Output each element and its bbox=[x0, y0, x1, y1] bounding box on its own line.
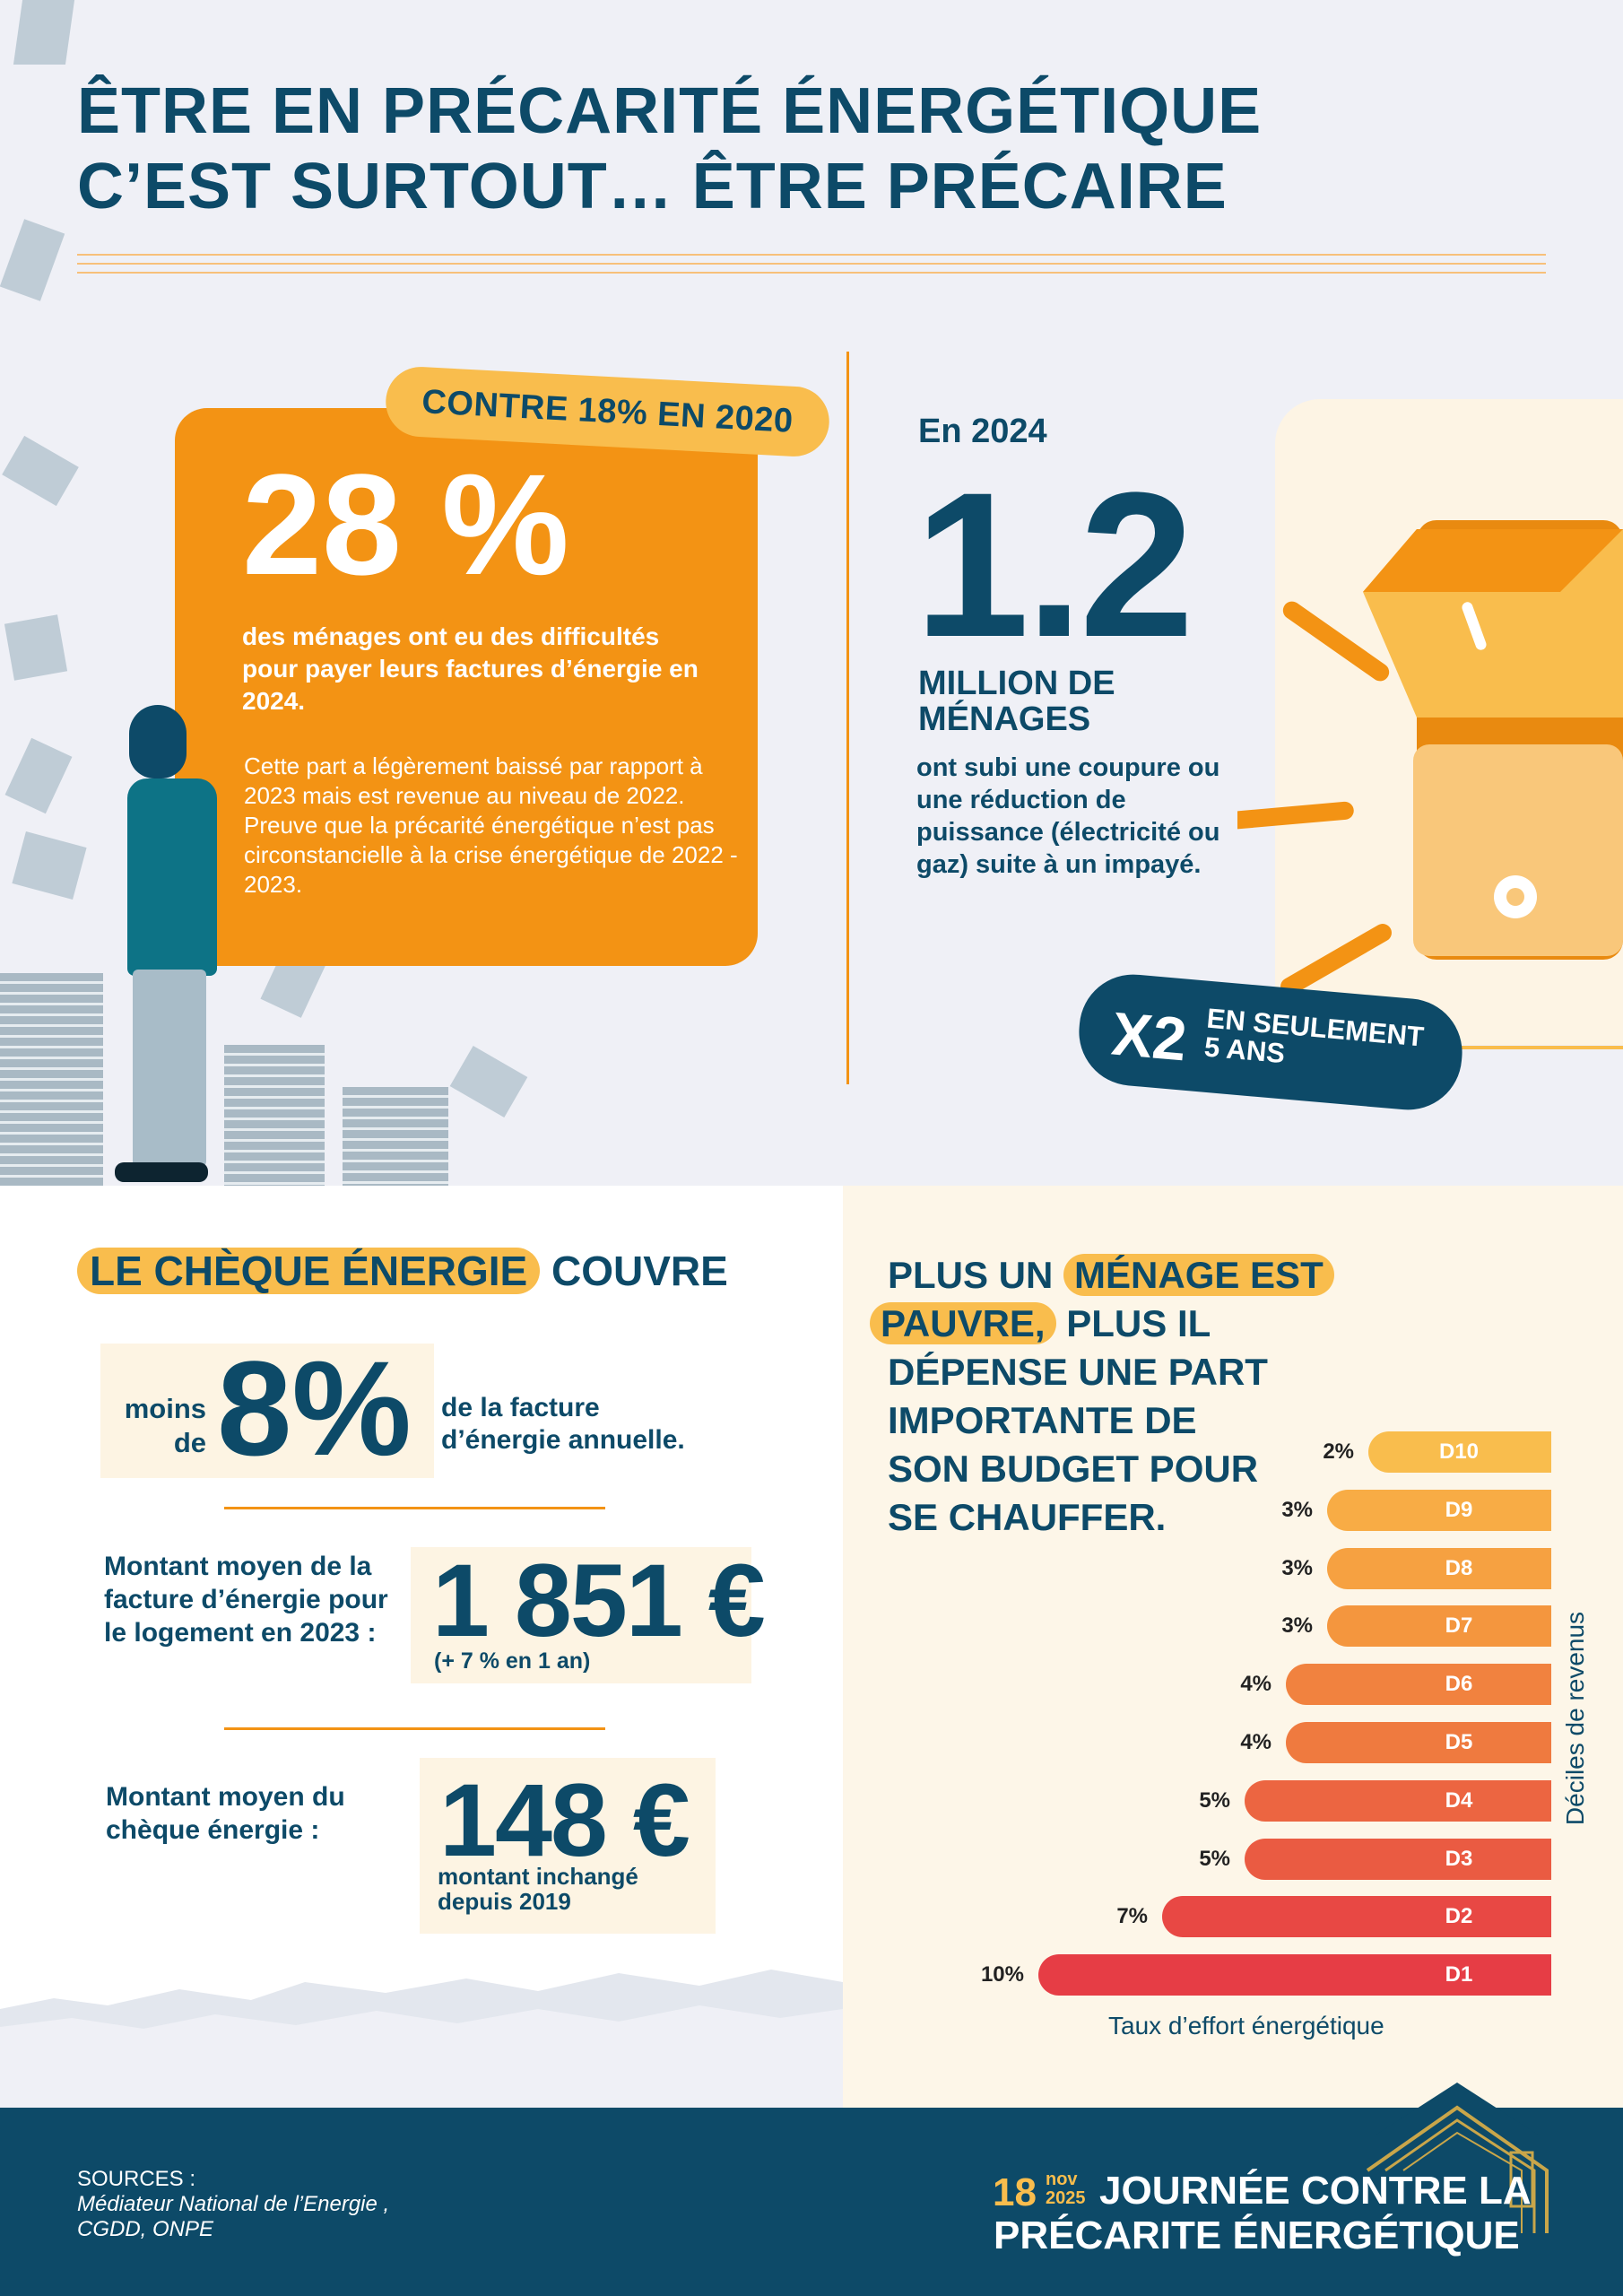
person-illustration bbox=[115, 705, 240, 1189]
chart-x-axis-label: Taux d’effort énergétique bbox=[1108, 2012, 1384, 2039]
chart-title-line: DÉPENSE UNE PART bbox=[888, 1351, 1268, 1393]
pct-box bbox=[100, 1344, 434, 1478]
avg-bill-box bbox=[411, 1547, 751, 1683]
avg-cheque-note: montant inchangé depuis 2019 bbox=[438, 1863, 638, 1915]
title-underline bbox=[77, 263, 1546, 265]
stat-year: En 2024 bbox=[918, 413, 1047, 450]
event-date: nov 2025 bbox=[1046, 2170, 1086, 2208]
stat-unit: MILLION DE MÉNAGES bbox=[918, 665, 1115, 738]
paper-scrap bbox=[4, 737, 73, 814]
chart-title-line: SON BUDGET POUR bbox=[888, 1448, 1259, 1490]
separator bbox=[224, 1727, 605, 1730]
title-underline bbox=[77, 254, 1546, 256]
paper-scrap bbox=[2, 435, 79, 507]
paper-scrap bbox=[449, 1045, 528, 1118]
paper-scrap bbox=[13, 0, 75, 65]
coin-stack bbox=[224, 1045, 325, 1186]
facture-line: d’énergie annuelle. bbox=[441, 1425, 685, 1455]
chart-title-line: IMPORTANTE DE bbox=[888, 1399, 1197, 1441]
chart-title-text: PLUS IL bbox=[1066, 1302, 1211, 1344]
title-line: ÊTRE EN PRÉCARITÉ ÉNERGÉTIQUE bbox=[77, 75, 1263, 147]
moins-line: de bbox=[173, 1427, 206, 1458]
page-title: ÊTRE EN PRÉCARITÉ ÉNERGÉTIQUE C’EST SURT… bbox=[77, 74, 1262, 224]
chart-title-text: PLUS UN bbox=[888, 1254, 1054, 1296]
electric-switch-icon bbox=[1237, 520, 1623, 1049]
paper-scrap bbox=[12, 831, 87, 900]
person-torso bbox=[127, 778, 217, 976]
chart-y-axis-label: Déciles de revenus bbox=[1561, 1611, 1590, 1826]
avg-cheque-box bbox=[420, 1758, 716, 1934]
chart-title-line: PLUS UN MÉNAGE EST bbox=[888, 1251, 1334, 1300]
facture-line: de la facture bbox=[441, 1393, 600, 1422]
stat-note-28: Cette part a légèrement baissé par rappo… bbox=[244, 752, 738, 898]
chart-title-highlight: PAUVRE, bbox=[870, 1302, 1056, 1344]
paper-scrap bbox=[4, 614, 68, 681]
chart-title-line: SE CHAUFFER. bbox=[888, 1496, 1167, 1538]
stat-description-1-2: ont subi une coupure ou une réduction de… bbox=[916, 753, 1220, 879]
stat-card-28 bbox=[175, 408, 758, 966]
moins-de-label: moins de bbox=[113, 1392, 206, 1460]
event-title-line: JOURNÉE CONTRE LA bbox=[1099, 2169, 1532, 2213]
cheque-title-rest: COUVRE bbox=[551, 1248, 728, 1294]
person-legs bbox=[133, 970, 206, 1167]
stat-value-1-2: 1.2 bbox=[915, 449, 1194, 680]
person-head bbox=[129, 705, 187, 778]
cheque-coverage-value: 8% bbox=[217, 1333, 412, 1483]
title-underline bbox=[77, 272, 1546, 274]
x2-value: X2 bbox=[1108, 999, 1190, 1074]
sources-line: CGDD, ONPE bbox=[77, 2217, 214, 2241]
avg-cheque-label: Montant moyen du chèque énergie : bbox=[106, 1782, 345, 1845]
event-day: 18 bbox=[993, 2170, 1037, 2214]
event-title-line: PRÉCARITE ÉNERGÉTIQUE bbox=[994, 2213, 1520, 2257]
stat-value-28: 28 % bbox=[242, 444, 569, 604]
avg-cheque-value: 148 € bbox=[439, 1763, 690, 1878]
house-outline-icon bbox=[1366, 2083, 1549, 2233]
stat-description-28: des ménages ont eu des difficultés pour … bbox=[242, 622, 699, 715]
coin-stack bbox=[343, 1087, 448, 1186]
cheque-title-highlight: LE CHÈQUE ÉNERGIE bbox=[77, 1248, 541, 1294]
section-divider bbox=[846, 352, 849, 1084]
event-year: 2025 bbox=[1046, 2188, 1086, 2208]
sources: SOURCES : Médiateur National de l’Energi… bbox=[77, 2167, 389, 2242]
sources-label: SOURCES : bbox=[77, 2167, 196, 2191]
footer bbox=[0, 2108, 1623, 2296]
paper-scrap bbox=[0, 219, 65, 301]
event-month: nov bbox=[1046, 2170, 1078, 2189]
chart-title: PLUS UN MÉNAGE EST PAUVRE, PLUS IL DÉPEN… bbox=[870, 1251, 1334, 1542]
moins-line: moins bbox=[124, 1393, 206, 1424]
avg-bill-change: (+ 7 % en 1 an) bbox=[434, 1648, 591, 1674]
person-shoes bbox=[115, 1162, 208, 1182]
torn-paper-edge bbox=[0, 1970, 843, 2108]
avg-bill-value: 1 851 € bbox=[432, 1544, 766, 1658]
coin-stack bbox=[0, 973, 103, 1186]
sources-line: Médiateur National de l’Energie , bbox=[77, 2192, 390, 2216]
facture-label: de la facture d’énergie annuelle. bbox=[441, 1392, 685, 1457]
title-line: C’EST SURTOUT… ÊTRE PRÉCAIRE bbox=[77, 151, 1228, 222]
separator bbox=[224, 1507, 605, 1509]
avg-bill-label: Montant moyen de la facture d’énergie po… bbox=[104, 1552, 388, 1648]
chart-title-highlight: MÉNAGE EST bbox=[1063, 1254, 1334, 1296]
cheque-title: LE CHÈQUE ÉNERGIE COUVRE bbox=[77, 1247, 728, 1295]
chart-title-line: PAUVRE, PLUS IL bbox=[870, 1300, 1334, 1348]
